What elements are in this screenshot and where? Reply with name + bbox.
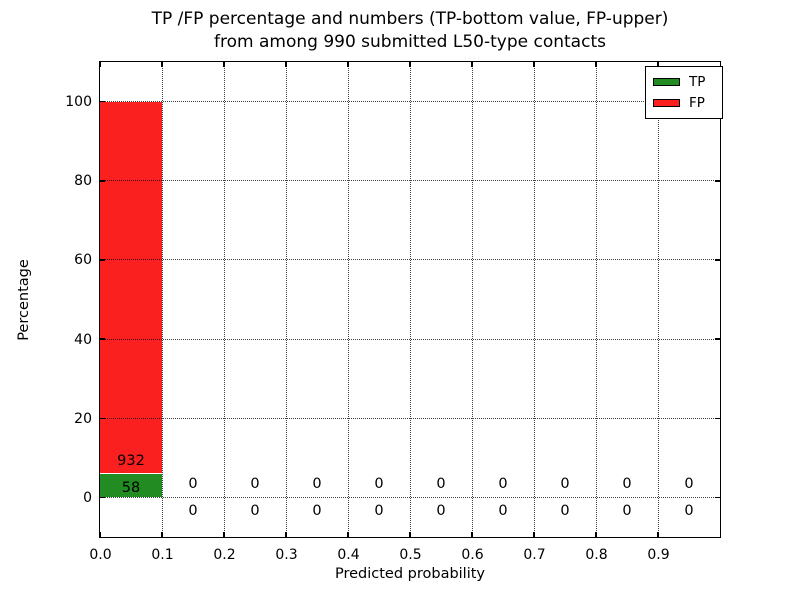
annotation-tp-count: 0	[436, 502, 446, 519]
x-tick-label: 0.4	[337, 547, 360, 563]
x-tick-mark-top	[223, 62, 225, 67]
annotation-fp-count: 0	[436, 475, 446, 492]
x-tick-mark-top	[595, 62, 597, 67]
gridline-horizontal	[100, 259, 720, 261]
annotation-tp-count: 0	[684, 502, 694, 519]
x-tick-mark-top	[347, 62, 349, 67]
x-tick-label: 0.1	[151, 547, 174, 563]
annotation-fp-count: 0	[560, 475, 570, 492]
x-tick-label: 0.8	[585, 547, 608, 563]
gridline-vertical	[347, 62, 349, 537]
gridline-vertical	[595, 62, 597, 537]
y-tick-mark	[100, 259, 105, 261]
tp-color-swatch	[653, 77, 680, 86]
legend-item-fp: FP	[653, 92, 722, 113]
x-tick-mark-top	[99, 62, 101, 67]
bar-tp-segment	[100, 474, 162, 498]
y-tick-mark-right	[715, 180, 720, 182]
gridline-vertical	[223, 62, 225, 537]
x-tick-label: 0.9	[647, 547, 670, 563]
gridline-vertical	[161, 62, 163, 537]
plot-area: 932 58 0 0 0 0 0 0 0 0 0 0 0 0 0 0 0 0 0 0	[99, 61, 721, 538]
x-tick-mark-top	[533, 62, 535, 67]
x-tick-mark	[161, 532, 163, 537]
fp-color-swatch	[653, 98, 680, 107]
x-tick-label: 0.5	[399, 547, 422, 563]
legend-label-fp: FP	[689, 94, 705, 111]
x-tick-mark	[657, 532, 659, 537]
x-tick-mark-top	[161, 62, 163, 67]
gridline-vertical	[285, 62, 287, 537]
gridline-horizontal	[100, 496, 720, 498]
annotation-tp-count: 0	[312, 502, 322, 519]
chart-title: TP /FP percentage and numbers (TP-bottom…	[100, 8, 720, 54]
gridline-horizontal	[100, 180, 720, 182]
y-tick-label: 40	[74, 331, 92, 348]
annotation-tp-count: 0	[250, 502, 260, 519]
y-tick-mark-right	[715, 417, 720, 419]
y-tick-mark	[100, 338, 105, 340]
annotation-fp-count: 0	[250, 475, 260, 492]
annotation-tp-count: 0	[374, 502, 384, 519]
y-tick-mark-right	[715, 259, 720, 261]
y-tick-mark	[100, 496, 105, 499]
y-tick-mark-right	[715, 338, 720, 340]
legend-item-tp: TP	[653, 71, 722, 92]
chart-title-line2: from among 990 submitted L50-type contac…	[214, 32, 606, 52]
annotation-tp-count: 0	[622, 502, 632, 519]
y-tick-label: 80	[74, 173, 92, 190]
gridline-horizontal	[100, 101, 720, 103]
annotation-fp-count: 0	[188, 475, 198, 492]
y-tick-mark	[100, 180, 105, 182]
annotation-tp-count: 0	[560, 502, 570, 519]
x-tick-mark	[409, 532, 411, 537]
y-tick-label: 60	[74, 252, 92, 269]
y-tick-mark	[100, 100, 105, 103]
legend-label-tp: TP	[689, 73, 706, 90]
gridline-vertical	[409, 62, 411, 537]
x-tick-label: 0.7	[523, 547, 546, 563]
y-axis-label: Percentage	[16, 259, 32, 341]
x-tick-mark	[223, 532, 225, 537]
x-tick-mark	[471, 532, 473, 537]
x-tick-label: 0.2	[213, 547, 236, 563]
y-tick-label: 20	[74, 410, 92, 427]
bar-fp-segment	[100, 101, 162, 473]
x-tick-mark	[99, 532, 101, 537]
x-tick-mark-top	[471, 62, 473, 67]
annotation-fp-count: 0	[374, 475, 384, 492]
gridline-vertical	[533, 62, 535, 537]
gridline-horizontal	[100, 338, 720, 340]
x-tick-mark-top	[657, 62, 659, 67]
legend: TP FP	[645, 66, 723, 119]
y-tick-mark-right	[715, 496, 720, 499]
gridline-vertical	[471, 62, 473, 537]
x-tick-mark	[285, 532, 287, 537]
y-tick-label: 0	[83, 489, 92, 506]
gridline-horizontal	[100, 417, 720, 419]
x-tick-mark-top	[285, 62, 287, 67]
y-tick-label: 100	[65, 94, 92, 111]
x-tick-mark	[595, 532, 597, 537]
annotation-fp-count: 0	[498, 475, 508, 492]
annotation-fp-count: 0	[622, 475, 632, 492]
annotation-fp-count: 932	[117, 452, 145, 469]
annotation-tp-count: 58	[121, 479, 141, 496]
annotation-tp-count: 0	[498, 502, 508, 519]
x-tick-label: 0.0	[89, 547, 112, 563]
x-tick-label: 0.6	[461, 547, 484, 563]
x-tick-label: 0.3	[275, 547, 298, 563]
x-tick-mark	[533, 532, 535, 537]
chart-title-line1: TP /FP percentage and numbers (TP-bottom…	[151, 9, 669, 29]
x-tick-mark-top	[409, 62, 411, 67]
annotation-tp-count: 0	[188, 502, 198, 519]
gridline-vertical	[657, 62, 659, 537]
x-tick-mark	[347, 532, 349, 537]
y-tick-mark	[100, 417, 105, 419]
x-axis-label: Predicted probability	[334, 566, 486, 582]
annotation-fp-count: 0	[684, 475, 694, 492]
annotation-fp-count: 0	[312, 475, 322, 492]
